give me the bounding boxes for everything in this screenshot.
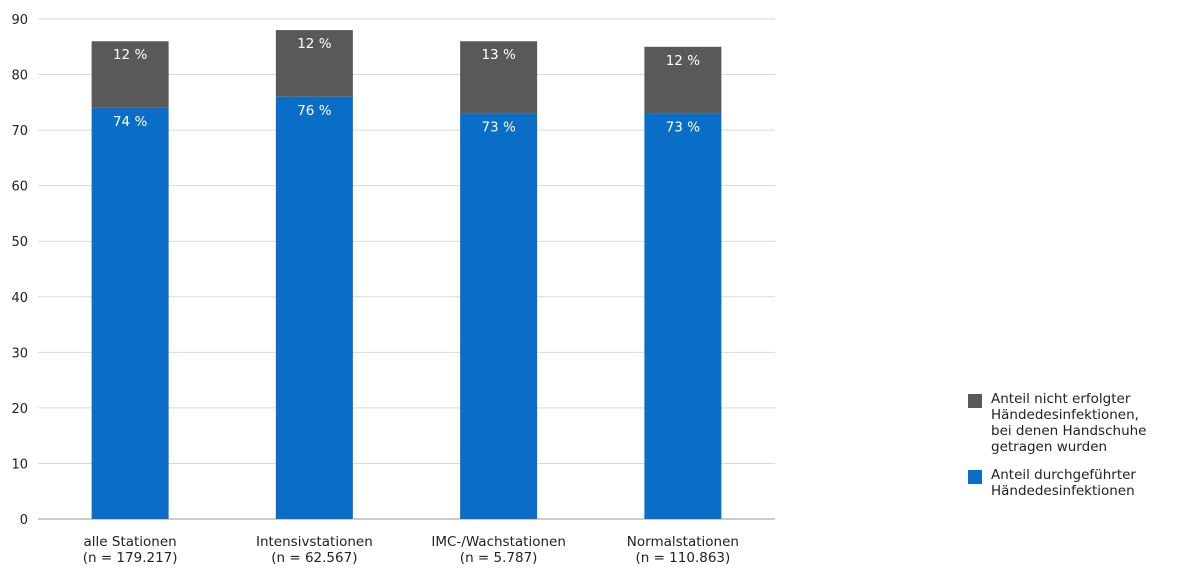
bar-not-performed (275, 30, 353, 97)
legend-label-performed: Anteil durchgeführter Händedesinfektione… (991, 467, 1136, 499)
bar-performed (460, 113, 538, 519)
x-category-label: Normalstationen (n = 110.863) (627, 534, 739, 566)
bar-not-performed (91, 41, 169, 108)
legend-swatch-not-performed (968, 394, 982, 408)
y-axis: 0 10 20 30 40 50 60 70 80 90 (11, 13, 28, 528)
bar-not-performed (460, 41, 538, 114)
y-tick-label: 60 (11, 180, 28, 195)
x-category-label: alle Stationen (n = 179.217) (83, 534, 178, 566)
bar-performed (275, 96, 353, 520)
y-tick-label: 40 (11, 291, 28, 306)
y-tick-label: 10 (11, 457, 28, 472)
y-tick-label: 70 (11, 124, 28, 139)
y-tick-label: 20 (11, 402, 28, 417)
y-tick-label: 80 (11, 69, 28, 84)
x-category-label-line: (n = 62.567) (271, 550, 357, 566)
data-label: 12 % (666, 53, 700, 69)
legend-item-not-performed: Anteil nicht erfolgter Händedesinfektion… (968, 391, 1173, 455)
x-category-label-line: (n = 5.787) (460, 550, 538, 566)
y-tick-label: 30 (11, 346, 28, 361)
x-category-label-line: Normalstationen (627, 534, 739, 550)
data-label: 73 % (481, 119, 515, 135)
data-label: 12 % (113, 47, 147, 63)
x-category-label: IMC-/Wachstationen (n = 5.787) (431, 534, 566, 566)
data-label: 76 % (297, 103, 331, 119)
x-category-label-line: IMC-/Wachstationen (431, 534, 566, 550)
data-label: 73 % (666, 119, 700, 135)
y-tick-label: 50 (11, 235, 28, 250)
y-tick-label: 0 (20, 513, 28, 528)
x-category-label-line: Intensivstationen (256, 534, 373, 550)
bar-performed (644, 113, 722, 519)
x-category-label-line: (n = 110.863) (635, 550, 730, 566)
x-category-label-line: (n = 179.217) (83, 550, 178, 566)
legend-swatch-performed (968, 470, 982, 484)
x-axis: alle Stationen (n = 179.217) Intensivstati… (83, 534, 739, 566)
x-category-label-line: alle Stationen (84, 534, 177, 550)
legend-item-performed: Anteil durchgeführter Händedesinfektione… (968, 467, 1173, 499)
data-label: 12 % (297, 36, 331, 52)
data-label: 74 % (113, 114, 147, 130)
bar-not-performed (644, 46, 722, 114)
bars: 74 % 12 % 76 % 12 % 73 % 13 % 73 % 12 % (91, 30, 722, 520)
bar-performed (91, 107, 169, 519)
legend: Anteil nicht erfolgter Händedesinfektion… (968, 391, 1173, 511)
x-category-label: Intensivstationen (n = 62.567) (256, 534, 373, 566)
data-label: 13 % (481, 47, 515, 63)
legend-label-not-performed: Anteil nicht erfolgter Händedesinfektion… (991, 391, 1147, 455)
y-tick-label: 90 (11, 13, 28, 28)
